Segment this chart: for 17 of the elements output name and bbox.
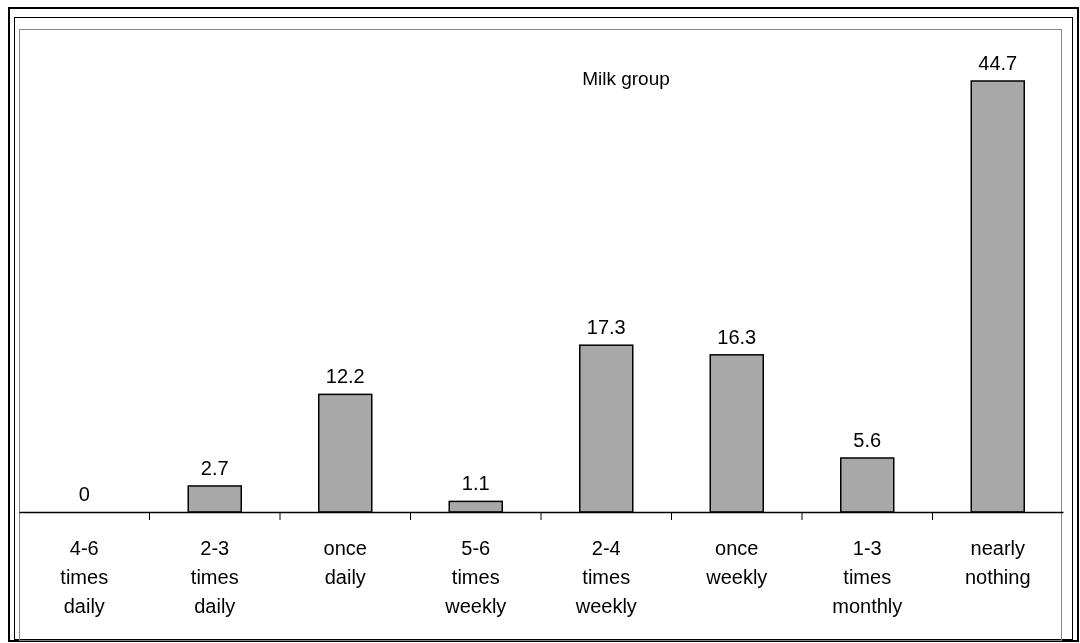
- data-label: 5.6: [853, 429, 882, 451]
- x-tick-label: 2-3 times daily: [190, 537, 239, 617]
- data-label: 1.1: [461, 472, 490, 495]
- chart-title: Milk group: [582, 68, 670, 89]
- x-tick-label: 2-4 times weekly: [574, 537, 637, 617]
- x-tick-label: once weekly: [705, 537, 768, 588]
- x-tick-label: 1-3 times monthly: [832, 537, 903, 617]
- data-label: 2.7: [200, 456, 229, 479]
- data-label: 12.2: [325, 365, 365, 388]
- data-label: 16.3: [717, 325, 757, 348]
- x-tick-label: 4-6 times daily: [60, 537, 109, 617]
- data-label: 0: [78, 483, 90, 505]
- x-tick-label: 5-6 times weekly: [444, 537, 507, 617]
- x-tick-label: once daily: [323, 537, 367, 588]
- data-label: 44.7: [978, 52, 1018, 74]
- x-tick-label: nearly nothing: [964, 537, 1031, 588]
- data-label: 17.3: [586, 316, 626, 339]
